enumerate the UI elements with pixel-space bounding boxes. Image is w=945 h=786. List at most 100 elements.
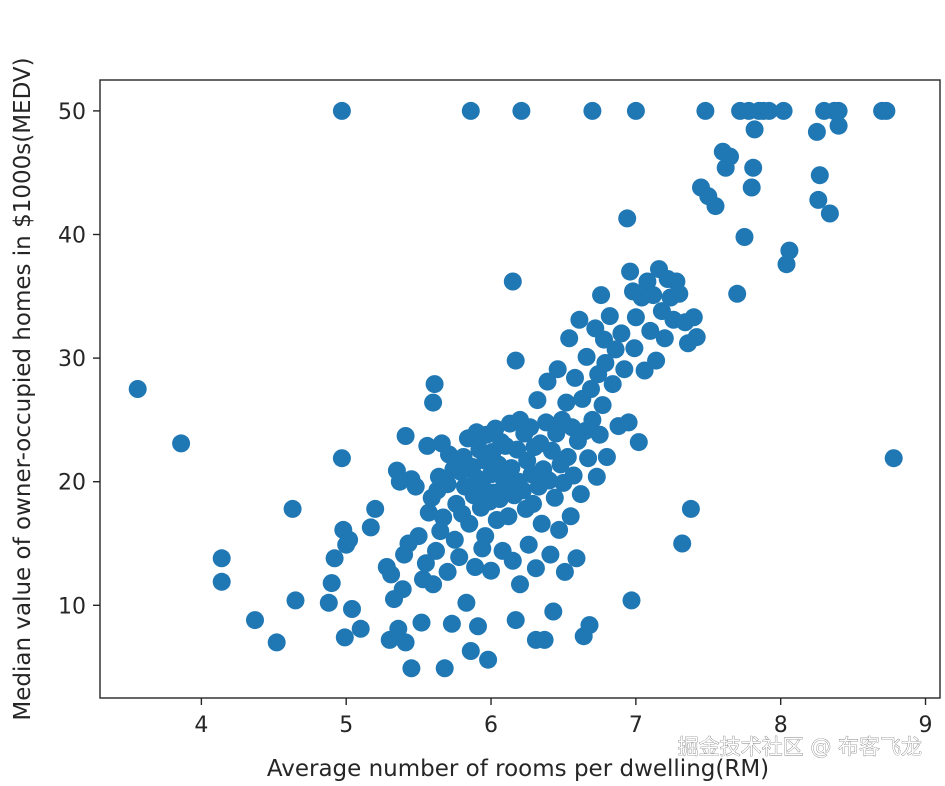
scatter-point [335,628,354,647]
scatter-point [596,354,615,372]
scatter-point [696,101,715,120]
scatter-point [445,530,464,549]
scatter-point [212,549,231,568]
scatter-point [389,619,408,638]
scatter-point [332,449,351,468]
scatter-point [427,541,445,560]
scatter-point [406,477,425,496]
x-tick-label: 8 [774,713,788,738]
scatter-point [351,619,370,638]
scatter-point [626,308,645,327]
scatter-point [583,410,602,429]
y-axis-ticks: 10 20 30 40 50 [58,100,100,619]
scatter-point [592,286,611,305]
scatter-point [322,574,341,593]
scatter-point [382,565,401,584]
scatter-point [641,321,660,340]
scatter-point [820,204,839,223]
scatter-point [286,591,305,610]
x-axis-ticks: 4 5 6 7 8 9 [194,698,933,738]
scatter-point [267,633,286,652]
scatter-point [626,101,645,120]
scatter-point [521,418,540,437]
scatter-point [744,158,763,177]
scatter-point [532,514,551,533]
x-tick-label: 5 [339,713,353,738]
scatter-point [396,427,415,445]
scatter-point [450,548,469,567]
scatter-point [535,630,554,649]
scatter-point [128,380,147,398]
scatter-point [457,593,476,612]
scatter-point [482,561,500,580]
scatter-point [673,534,692,553]
scatter-point [519,535,538,554]
scatter-point [512,101,531,120]
scatter-point [644,286,663,305]
scatter-point [780,241,799,260]
scatter-point [579,449,598,468]
scatter-point [807,122,826,141]
scatter-point [212,572,231,591]
scatter-point [518,451,537,470]
scatter-point [681,499,700,518]
scatter-point [810,166,829,185]
x-tick-label: 9 [919,713,933,738]
scatter-point [760,101,779,120]
y-tick-label: 10 [58,594,86,619]
scatter-point [745,120,764,139]
scatter-point [442,614,461,633]
scatter-point [619,413,638,432]
scatter-point [687,328,706,347]
scatter-point [558,448,577,466]
scatter-point [538,372,557,391]
y-tick-label: 40 [58,224,86,249]
scatter-point [466,558,485,576]
scatter-point [544,602,563,621]
scatter-point [396,633,415,652]
scatter-point [419,503,438,522]
scatter-point [548,360,567,379]
scatter-point [706,197,725,216]
scatter-point [877,101,896,120]
scatter-point [469,617,487,636]
scatter-point [424,575,443,594]
scatter-point [557,393,576,412]
scatter-point [438,475,457,494]
scatter-point [528,391,547,410]
scatter-point [402,659,421,678]
watermark-text: 掘金技术社区 @ 布客飞龙 [678,735,922,759]
scatter-point [431,522,450,541]
scatter-point [542,441,561,460]
scatter-point [638,272,657,291]
scatter-point [524,494,542,513]
scatter-point [425,375,444,394]
scatter-point [545,488,564,507]
scatter-point [412,613,431,632]
y-tick-label: 50 [58,100,86,125]
scatter-point [583,101,602,120]
scatter-point [809,190,828,209]
scatter-point [479,650,498,669]
y-tick-label: 20 [58,471,86,496]
scatter-point [435,659,454,678]
scatter-point [418,436,437,455]
scatter-point [526,559,545,578]
x-axis-label: Average number of rooms per dwelling(RM) [267,756,769,782]
scatter-point [502,459,521,478]
scatter-point [580,616,599,635]
scatter-point [409,527,428,546]
scatter-point [547,424,566,443]
scatter-point [541,545,560,564]
scatter-point [612,324,631,343]
scatter-point [570,310,589,329]
scatter-point [434,508,453,527]
scatter-point [366,499,385,518]
scatter-point [564,466,583,485]
scatter-point [499,507,518,526]
scatter-point [728,284,747,303]
scatter-point [319,593,338,612]
scatter-point [615,360,634,379]
y-tick-label: 30 [58,347,86,372]
